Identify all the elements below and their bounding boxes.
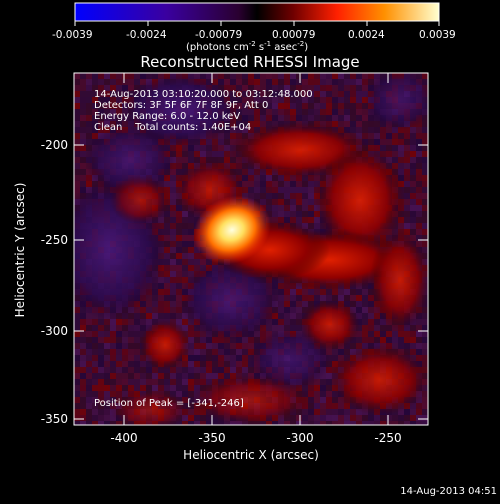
colorbar-tick-label: 0.00079 <box>272 29 315 41</box>
colorbar-tick-label: 0.0024 <box>348 29 385 41</box>
colorbar-tick-label: -0.00079 <box>195 29 242 41</box>
x-tick-label: -300 <box>286 431 313 445</box>
plot-title: Reconstructed RHESSI Image <box>140 53 359 71</box>
x-tick-label: -350 <box>198 431 225 445</box>
y-tick-label: -350 <box>41 412 68 426</box>
colorbar-tick-label: 0.0039 <box>419 29 456 41</box>
y-axis-label: Heliocentric Y (arcsec) <box>13 183 27 318</box>
colorbar-ticks <box>74 21 440 26</box>
colorbar-tick-label: -0.0039 <box>52 29 93 41</box>
x-axis-label: Heliocentric X (arcsec) <box>183 448 319 462</box>
info-detectors: Detectors: 3F 5F 6F 7F 8F 9F, Att 0 <box>94 100 268 111</box>
image-area <box>74 73 428 425</box>
info-time-range: 14-Aug-2013 03:10:20.000 to 03:12:48.000 <box>94 89 313 100</box>
colorbar-tick-label: -0.0024 <box>126 29 167 41</box>
x-tick-label: -400 <box>110 431 137 445</box>
info-block: 14-Aug-2013 03:10:20.000 to 03:12:48.000… <box>94 89 313 133</box>
x-axis <box>123 73 389 425</box>
plot-frame <box>73 72 429 426</box>
colorbar-unit: (photons cm-2 s-1 asec-2) <box>186 40 308 53</box>
peak-source <box>193 195 271 265</box>
timestamp: 14-Aug-2013 04:51 <box>400 486 497 497</box>
peak-position-label: Position of Peak = [-341,-246] <box>94 398 244 409</box>
y-tick-label: -200 <box>41 138 68 152</box>
colorbar-gradient <box>74 2 440 22</box>
info-counts: Clean Total counts: 1.40E+04 <box>94 122 251 133</box>
y-tick-label: -300 <box>41 324 68 338</box>
info-energy: Energy Range: 6.0 - 12.0 keV <box>94 111 240 122</box>
y-tick-label: -250 <box>41 233 68 247</box>
x-tick-label: -250 <box>374 431 401 445</box>
colorbar: -0.0039 -0.0024 -0.00079 0.00079 0.0024 … <box>52 2 456 53</box>
y-axis <box>74 144 428 420</box>
